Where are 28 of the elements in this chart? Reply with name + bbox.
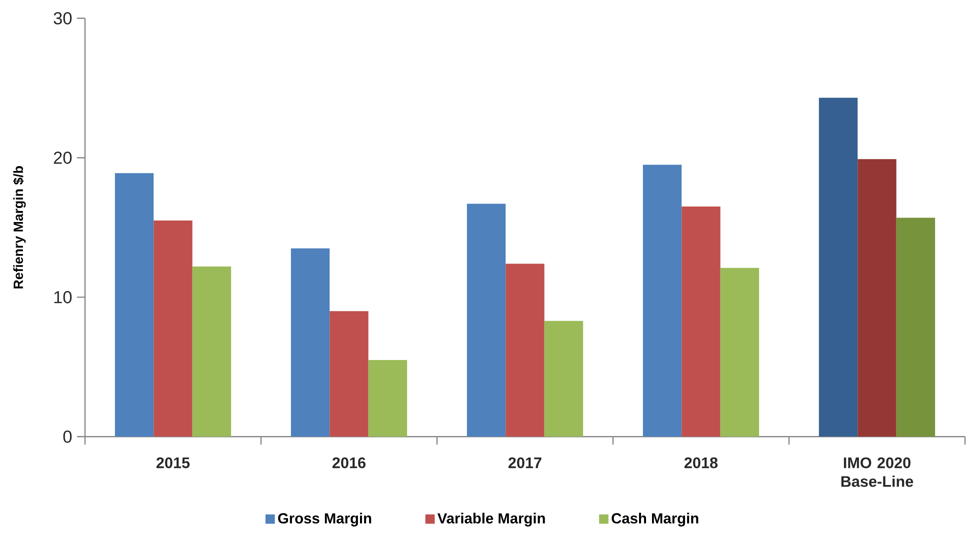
bar: [858, 159, 896, 437]
bar: [506, 264, 544, 437]
y-tick-label: 0: [63, 430, 72, 443]
bar: [466, 204, 506, 437]
y-tick-label: 30: [54, 12, 72, 24]
bar: [544, 320, 584, 437]
legend-label: Variable Margin: [437, 512, 545, 527]
bar: [642, 164, 682, 437]
bar: [368, 360, 408, 437]
x-tick-label: 2015: [156, 457, 190, 468]
x-tick-label: 2017: [508, 457, 542, 468]
bar: [682, 206, 720, 437]
bar: [896, 218, 936, 437]
bar: [818, 98, 858, 437]
x-tick-label: 2016: [332, 457, 366, 468]
x-tick-label: 2018: [684, 457, 718, 468]
bar: [290, 248, 330, 437]
bar: [192, 266, 232, 437]
y-tick-label: 10: [54, 291, 72, 304]
y-axis-title: Refienry Margin $/b: [13, 166, 26, 288]
bar: [720, 268, 760, 437]
bar: [114, 173, 154, 437]
legend-label: Gross Margin: [278, 512, 372, 527]
x-tick-label: IMO 2020 Base-Line: [841, 457, 914, 487]
y-tick-label: 20: [54, 152, 72, 164]
bar: [154, 220, 192, 437]
bar: [330, 311, 368, 437]
legend-label: Cash Margin: [612, 512, 698, 527]
